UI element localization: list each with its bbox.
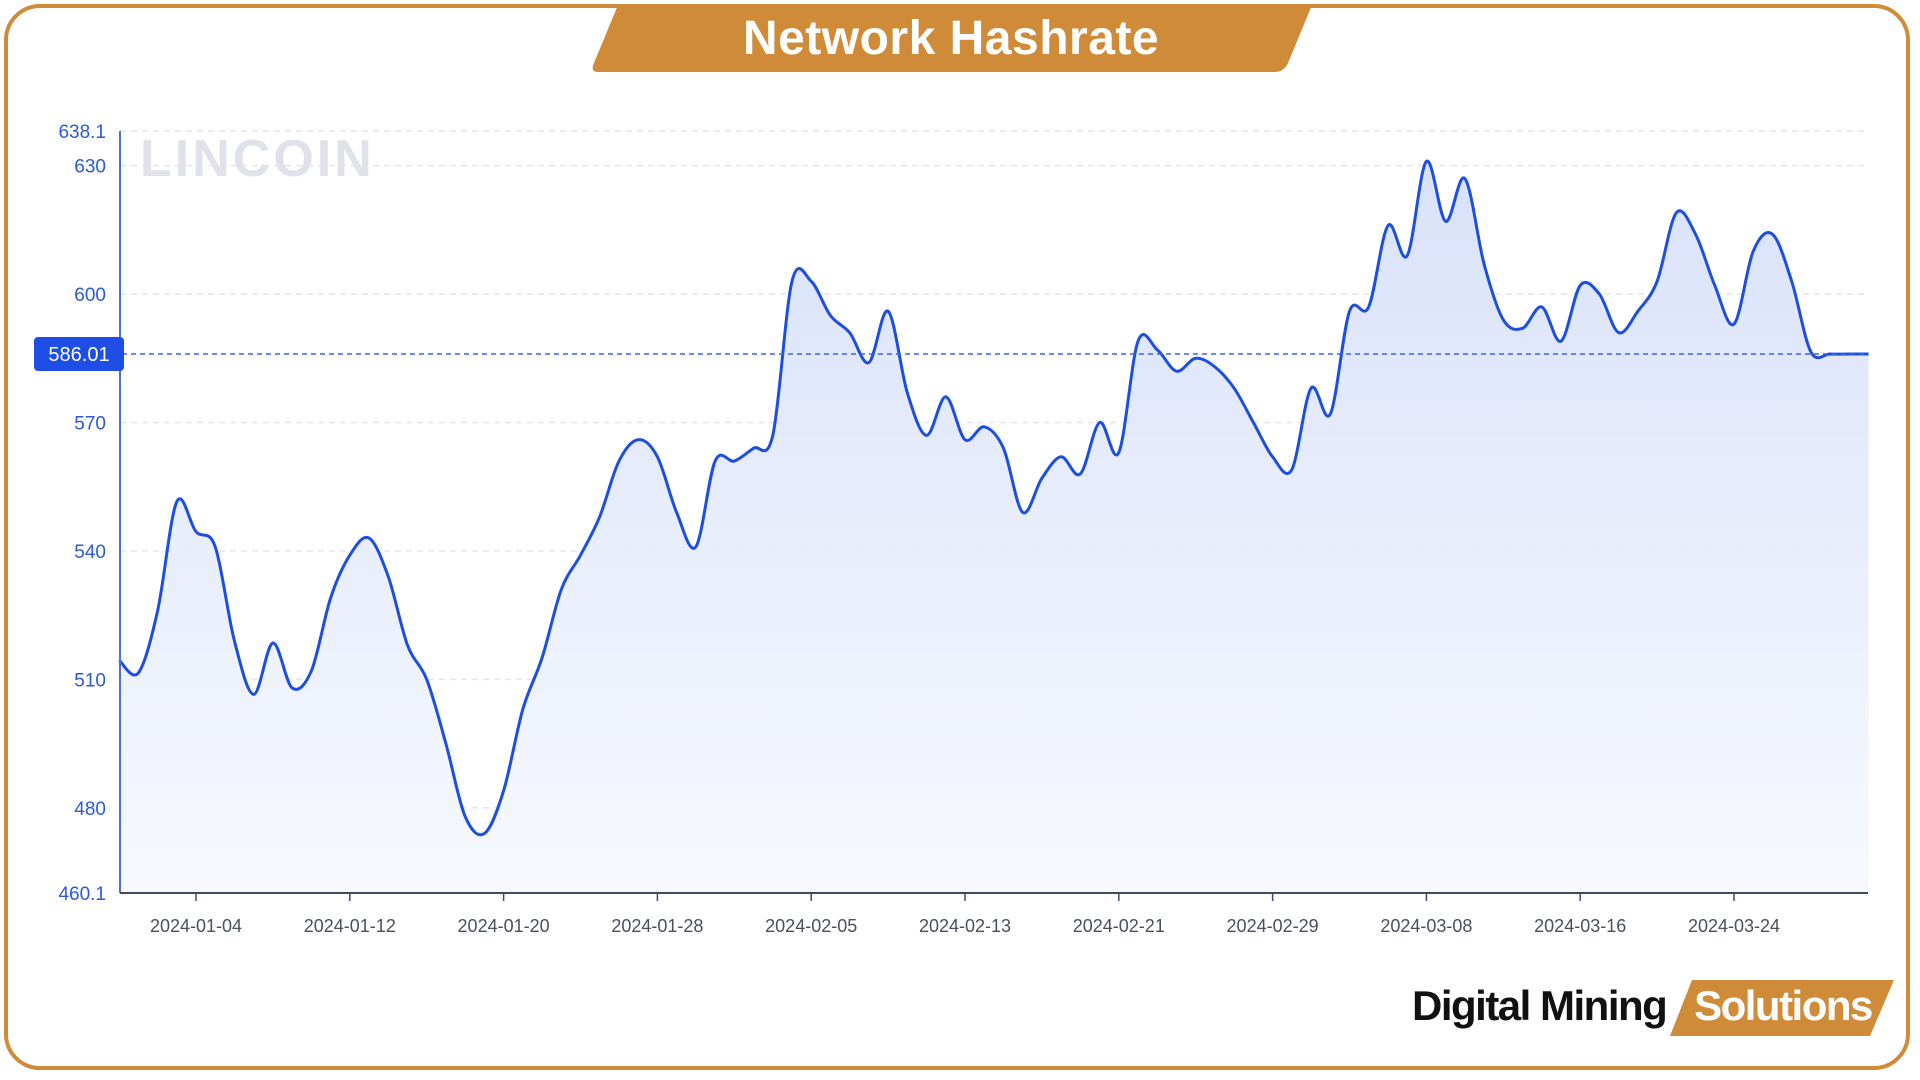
y-tick-label: 480 xyxy=(74,799,106,820)
x-tick-label: 2024-03-16 xyxy=(1534,916,1626,936)
y-tick-label: 510 xyxy=(74,670,106,691)
y-tick-label: 540 xyxy=(74,542,106,563)
x-axis-ticks: 2024-01-04 2024-01-12 2024-01-20 2024-01-28… xyxy=(150,893,1780,936)
brand-name: Digital Mining xyxy=(1412,982,1668,1029)
x-tick-label: 2024-02-21 xyxy=(1073,916,1165,936)
y-tick-label: 570 xyxy=(74,414,106,435)
brand-accent-background xyxy=(1670,980,1894,1036)
x-tick-label: 2024-03-24 xyxy=(1688,916,1780,936)
y-tick-label: 460.1 xyxy=(58,884,106,905)
x-tick-label: 2024-02-29 xyxy=(1227,916,1319,936)
current-value-badge: 586.01 xyxy=(34,336,124,371)
watermark-logo: LINCOIN xyxy=(140,130,375,188)
title-banner xyxy=(592,5,1312,72)
x-tick-label: 2024-01-12 xyxy=(304,916,396,936)
hashrate-line xyxy=(118,159,1869,837)
x-tick-label: 2024-01-28 xyxy=(611,916,703,936)
brand-accent: Solutions xyxy=(1694,982,1873,1029)
x-tick-label: 2024-02-13 xyxy=(919,916,1011,936)
current-value-label: 586.01 xyxy=(48,344,109,366)
x-tick-label: 2024-03-08 xyxy=(1380,916,1472,936)
y-axis-ticks: 638.1 630 600 570 540 510 480 460.1 xyxy=(58,122,106,905)
y-tick-label: 630 xyxy=(74,157,106,178)
x-tick-label: 2024-01-04 xyxy=(150,916,242,936)
x-tick-label: 2024-01-20 xyxy=(458,916,550,936)
hashrate-area xyxy=(119,161,1869,893)
y-tick-label: 638.1 xyxy=(58,122,106,143)
x-tick-label: 2024-02-05 xyxy=(765,916,857,936)
y-tick-label: 600 xyxy=(74,285,106,306)
chart-title: Network Hashrate xyxy=(742,12,1160,65)
